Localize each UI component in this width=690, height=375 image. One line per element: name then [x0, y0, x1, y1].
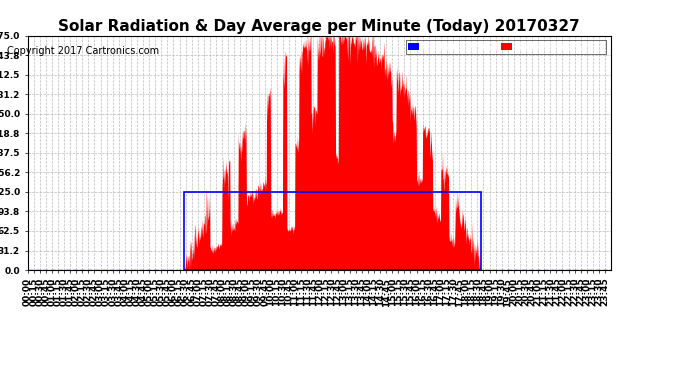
Text: Copyright 2017 Cartronics.com: Copyright 2017 Cartronics.com	[7, 46, 159, 56]
Bar	[184, 192, 482, 270]
Legend: Median (W/m2), Radiation (W/m2): Median (W/m2), Radiation (W/m2)	[406, 40, 606, 54]
Title: Solar Radiation & Day Average per Minute (Today) 20170327: Solar Radiation & Day Average per Minute…	[58, 20, 580, 34]
